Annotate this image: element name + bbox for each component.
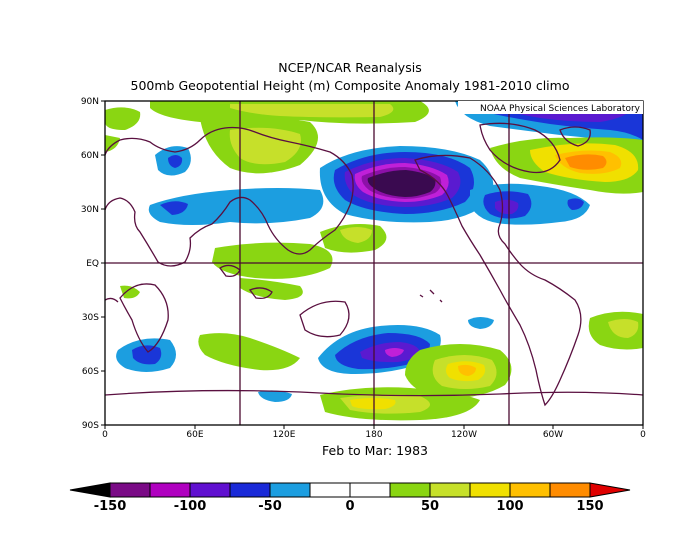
anomaly-npac-core — [367, 170, 436, 197]
colorbar-label-0: 0 — [345, 499, 354, 514]
anomaly-us-purple — [495, 199, 519, 215]
colorbar-label-100: 100 — [496, 499, 523, 514]
colorbar-bin — [269, 482, 311, 498]
colorbar-bin — [309, 482, 351, 498]
colorbar-label-minus150: -150 — [94, 499, 127, 514]
lat-label-60n: 60N — [81, 151, 99, 161]
lat-label-30n: 30N — [81, 205, 99, 215]
anomaly-sio-green — [198, 333, 300, 371]
colorbar-label-minus50: -50 — [258, 499, 282, 514]
colorbar-label-50: 50 — [421, 499, 439, 514]
lon-label-60e: 60E — [186, 430, 203, 440]
coastlines — [105, 122, 643, 407]
anomaly-trop-green-a — [212, 242, 333, 279]
colorbar-arrow-left — [69, 482, 111, 498]
anomaly-subtrop-darkblue — [160, 201, 188, 215]
anomaly-swio-darkblue — [132, 345, 162, 365]
anomaly-west-green — [105, 107, 141, 130]
anomaly-trop-green-c — [240, 278, 303, 300]
lat-label-eq: EQ — [86, 259, 99, 269]
anomaly-asia-darkblue — [168, 155, 183, 168]
colorbar-bin — [509, 482, 551, 498]
credit-box — [458, 101, 643, 114]
anomaly-southern-yellow2 — [350, 398, 396, 410]
lon-label-60w: 60W — [543, 430, 563, 440]
colorbar-label-minus100: -100 — [174, 499, 207, 514]
colorbar-bin — [429, 482, 471, 498]
anomaly-satl-blue — [468, 317, 494, 329]
anomaly-atl-darkblue — [567, 198, 584, 210]
map-subtitle: 500mb Geopotential Height (m) Composite … — [130, 78, 570, 93]
colorbar-bin — [389, 482, 431, 498]
lat-ticks — [101, 100, 105, 426]
anomaly-sepac-orange — [458, 364, 476, 376]
anomaly-satl-yellow — [608, 319, 639, 338]
lon-label-0: 0 — [102, 430, 108, 440]
lat-label-60s: 60S — [82, 367, 99, 377]
anomaly-trop-green-d — [120, 285, 140, 299]
anomaly-arctic-yellow — [230, 104, 394, 118]
lon-ticks — [104, 425, 644, 429]
lon-label-120w: 120W — [451, 430, 477, 440]
anomaly-subtrop-blue — [148, 188, 324, 225]
anomaly-antarctic-blue — [258, 390, 292, 402]
colorbar-arrow-right — [589, 482, 631, 498]
colorbar-bin — [189, 482, 231, 498]
colorbar-bin — [149, 482, 191, 498]
colorbar-bin — [549, 482, 591, 498]
lat-label-30s: 30S — [82, 313, 99, 323]
lon-label-0-east: 0 — [640, 430, 646, 440]
colorbar-bin — [469, 482, 511, 498]
colorbar-bin — [229, 482, 271, 498]
grid-lines — [105, 101, 643, 425]
lat-label-90n: 90N — [81, 97, 99, 107]
period-label: Feb to Mar: 1983 — [322, 443, 428, 458]
colorbar-label-150: 150 — [576, 499, 603, 514]
lon-label-180: 180 — [365, 430, 382, 440]
anomaly-trop-yellow-b — [340, 227, 372, 243]
map-title: NCEP/NCAR Reanalysis — [278, 60, 422, 75]
colorbar — [69, 482, 631, 498]
credit-label: NOAA Physical Sciences Laboratory — [480, 104, 641, 114]
lon-label-120e: 120E — [273, 430, 296, 440]
anomaly-spac-magenta — [385, 348, 404, 357]
lat-label-90s: 90S — [82, 421, 99, 431]
anomaly-natl-darkorange — [565, 154, 607, 170]
anomaly-europe-yellow — [229, 127, 301, 165]
colorbar-bin — [109, 482, 151, 498]
colorbar-bin — [349, 482, 391, 498]
